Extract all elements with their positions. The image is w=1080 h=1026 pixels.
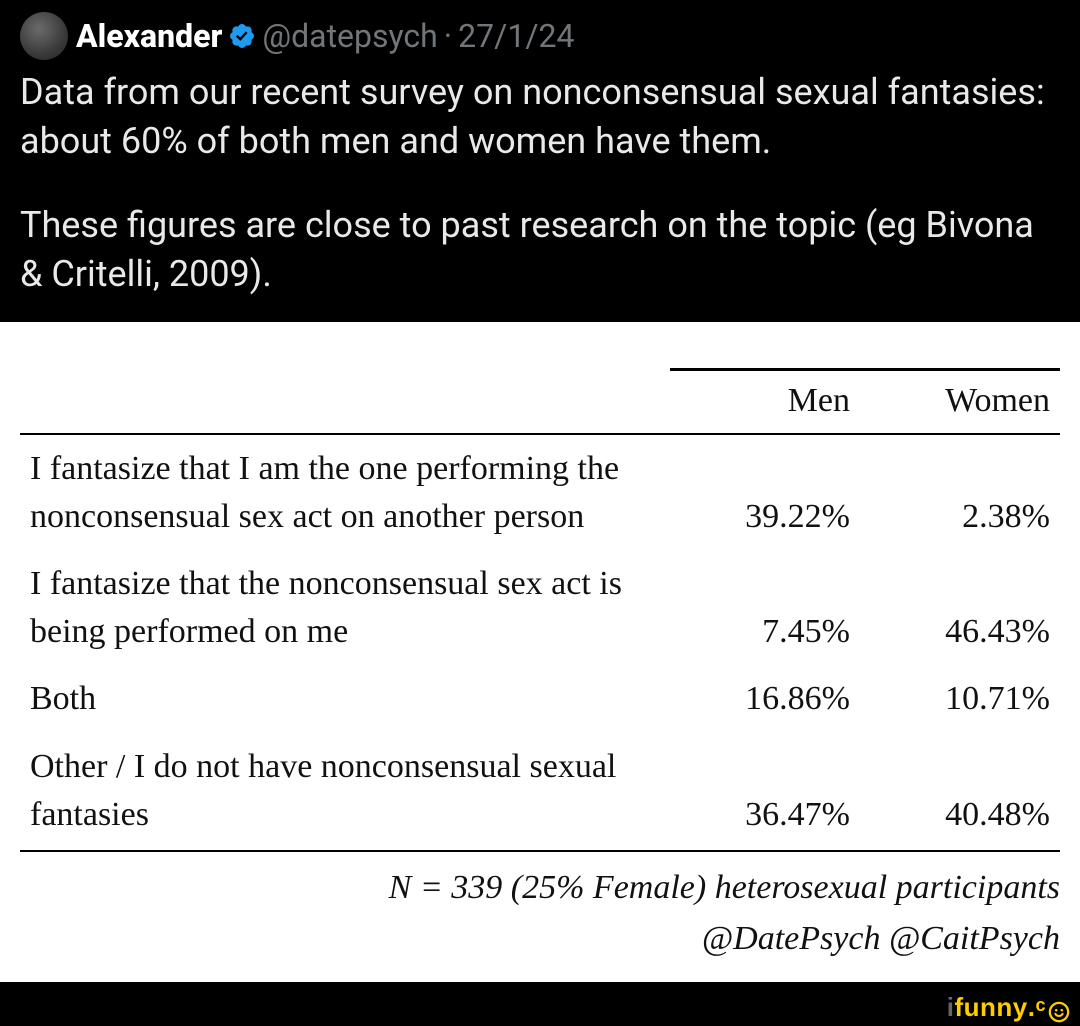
post-date: 27/1/24 [458,20,574,52]
verified-badge-icon [228,22,256,50]
row-men: 39.22% [670,434,860,550]
smile-icon [1048,999,1070,1021]
ifunny-watermark: ifunny.c [0,988,1080,1026]
row-women: 10.71% [860,665,1060,733]
tweet-paragraph-2: These figures are close to past research… [20,201,1060,298]
table-row: I fantasize that the nonconsensual sex a… [20,550,1060,665]
row-women: 40.48% [860,733,1060,851]
display-name[interactable]: Alexander [76,20,222,52]
watermark-i: i [947,992,955,1023]
avatar[interactable] [20,12,68,60]
table-header-men: Men [670,370,860,434]
table-credits: @DatePsych @CaitPsych [20,913,1060,964]
tweet-container: Alexander @datepsych · 27/1/24 Data from… [0,0,1080,322]
table-row: I fantasize that I am the one performing… [20,434,1060,550]
tweet-header: Alexander @datepsych · 27/1/24 [20,12,1060,60]
row-women: 2.38% [860,434,1060,550]
watermark-funny: funny [954,992,1027,1023]
watermark-co: c [1035,995,1046,1016]
tweet-paragraph-1: Data from our recent survey on nonconsen… [20,68,1060,165]
table-header-row: Men Women [20,370,1060,434]
name-row: Alexander @datepsych · 27/1/24 [76,20,574,52]
separator-dot: · [444,20,452,52]
row-men: 16.86% [670,665,860,733]
tweet-body: Data from our recent survey on nonconsen… [20,68,1060,298]
row-label: I fantasize that the nonconsensual sex a… [20,550,670,665]
survey-table: Men Women I fantasize that I am the one … [20,368,1060,852]
handle[interactable]: @datepsych [262,20,437,52]
table-header-empty [20,370,670,434]
row-label: Other / I do not have nonconsensual sexu… [20,733,670,851]
table-row: Both 16.86% 10.71% [20,665,1060,733]
table-caption: N = 339 (25% Female) heterosexual partic… [20,862,1060,913]
row-men: 7.45% [670,550,860,665]
row-men: 36.47% [670,733,860,851]
table-header-women: Women [860,370,1060,434]
table-row: Other / I do not have nonconsensual sexu… [20,733,1060,851]
row-women: 46.43% [860,550,1060,665]
watermark-dot: . [1028,992,1036,1023]
row-label: Both [20,665,670,733]
table-card: Men Women I fantasize that I am the one … [0,322,1080,982]
row-label: I fantasize that I am the one performing… [20,434,670,550]
post-frame: Alexander @datepsych · 27/1/24 Data from… [0,0,1080,1026]
